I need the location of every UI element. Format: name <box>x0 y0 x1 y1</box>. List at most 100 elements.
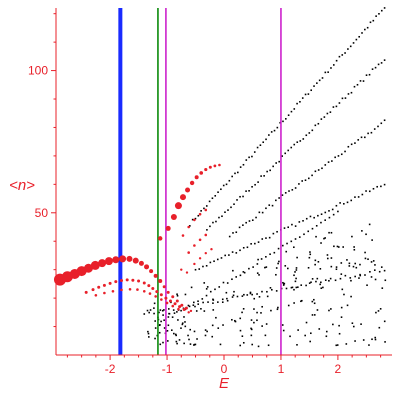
data-point-black <box>367 258 369 261</box>
data-point-black <box>265 237 267 239</box>
data-point-black <box>158 311 160 314</box>
data-point-black <box>285 250 288 253</box>
data-point-black <box>368 223 371 226</box>
data-point-black <box>364 257 367 260</box>
data-point-black <box>294 271 296 273</box>
data-point-red <box>153 273 158 278</box>
data-point-black <box>211 324 214 327</box>
data-point-black <box>369 271 371 273</box>
data-point-black <box>378 270 381 273</box>
data-point-black <box>304 93 307 96</box>
data-point-red <box>194 175 199 180</box>
data-point-black <box>338 55 341 58</box>
data-point-black <box>286 242 288 245</box>
data-point-black <box>181 323 184 326</box>
data-point-black <box>224 254 226 257</box>
data-point-black <box>333 245 335 248</box>
data-point-black <box>204 329 207 331</box>
data-point-black <box>202 265 204 268</box>
data-point-black <box>241 311 243 314</box>
data-point-black <box>310 89 313 92</box>
data-point-black <box>304 179 307 182</box>
data-point-black <box>378 13 380 15</box>
data-point-black <box>360 136 363 139</box>
data-point-black <box>305 284 307 287</box>
data-point-black <box>295 286 298 289</box>
data-point-black <box>242 163 245 166</box>
data-point-black <box>233 290 235 293</box>
data-point-black <box>267 344 270 347</box>
data-point-black <box>193 330 196 333</box>
data-point-black <box>195 310 198 312</box>
data-point-black <box>358 277 360 279</box>
data-point-black <box>332 64 335 66</box>
data-point-black <box>295 267 298 269</box>
data-point-black <box>180 327 182 329</box>
data-point-black <box>187 304 190 307</box>
data-point-black <box>147 332 150 335</box>
data-point-black <box>380 9 383 12</box>
data-point-black <box>198 268 201 270</box>
data-point-red <box>166 290 170 294</box>
data-point-black <box>309 253 312 256</box>
data-point-black <box>250 327 252 330</box>
data-point-red <box>162 285 166 289</box>
data-point-red <box>155 290 159 294</box>
data-point-black <box>261 305 263 308</box>
data-point-black <box>248 189 250 192</box>
data-point-red <box>187 311 190 314</box>
data-point-red <box>164 296 168 300</box>
data-point-black <box>298 183 300 185</box>
data-point-black <box>332 213 335 216</box>
data-point-black <box>294 238 297 240</box>
data-point-black <box>365 74 368 76</box>
data-point-black <box>314 263 316 266</box>
data-point-black <box>242 308 245 310</box>
data-point-black <box>290 240 293 243</box>
data-point-black <box>154 327 157 329</box>
data-point-black <box>154 337 156 340</box>
data-point-black <box>203 207 205 210</box>
data-point-black <box>296 141 299 143</box>
data-point-black <box>347 48 349 50</box>
data-point-black <box>203 310 206 312</box>
data-point-black <box>313 302 316 305</box>
data-point-black <box>307 177 310 180</box>
data-point-black <box>335 266 338 268</box>
data-point-black <box>242 195 244 198</box>
data-point-black <box>253 151 256 153</box>
data-point-black <box>347 145 350 148</box>
data-point-black <box>254 183 256 186</box>
data-point-red <box>158 279 163 284</box>
data-point-black <box>276 308 279 311</box>
data-point-red <box>171 295 175 299</box>
data-point-black <box>329 111 332 113</box>
data-point-black <box>242 341 245 344</box>
data-point-black <box>383 320 386 323</box>
data-point-black <box>272 232 275 235</box>
data-point-black <box>208 200 211 203</box>
data-point-black <box>332 106 335 108</box>
data-point-black <box>309 215 312 218</box>
data-point-black <box>313 314 316 316</box>
data-point-black <box>371 68 374 70</box>
data-point-black <box>235 276 237 278</box>
data-point-black <box>254 242 256 245</box>
data-point-red <box>108 281 112 285</box>
data-point-black <box>212 221 214 224</box>
data-point-black <box>322 286 324 289</box>
data-point-black <box>314 170 317 173</box>
data-point-black <box>337 246 340 248</box>
data-point-red <box>204 208 208 212</box>
data-point-black <box>293 288 295 291</box>
data-point-black <box>326 112 329 115</box>
data-point-black <box>158 324 161 327</box>
data-point-black <box>168 312 170 315</box>
data-point-black <box>149 309 152 311</box>
data-point-black <box>159 309 162 311</box>
data-point-black <box>302 138 305 140</box>
data-point-red <box>137 279 141 283</box>
data-point-black <box>355 266 358 269</box>
data-point-black <box>250 334 253 337</box>
data-point-red <box>204 251 207 255</box>
